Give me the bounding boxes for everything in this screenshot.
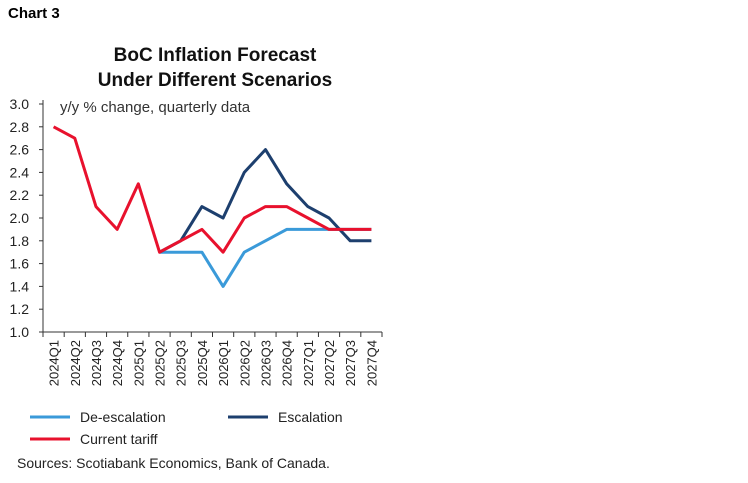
x-tick-label: 2025Q1 xyxy=(131,340,146,386)
y-tick-label: 1.0 xyxy=(10,324,30,340)
y-tick-label: 1.2 xyxy=(10,301,30,317)
y-tick-label: 1.8 xyxy=(10,233,30,249)
chart-title-line: BoC Inflation Forecast xyxy=(113,45,317,66)
x-tick-label: 2024Q2 xyxy=(68,340,83,386)
y-tick-label: 2.2 xyxy=(10,187,30,203)
y-tick-label: 1.6 xyxy=(10,256,30,272)
x-tick-label: 2027Q2 xyxy=(322,340,337,386)
chart-number-label: Chart 3 xyxy=(8,5,60,22)
series-line-escalation xyxy=(158,148,372,254)
sources-note: Sources: Scotiabank Economics, Bank of C… xyxy=(17,455,330,471)
y-tick-label: 2.4 xyxy=(10,164,30,180)
y-tick-label: 2.0 xyxy=(10,210,30,226)
x-tick-label: 2027Q1 xyxy=(301,340,316,386)
x-tick-label: 2025Q3 xyxy=(174,340,189,386)
x-tick-label: 2027Q4 xyxy=(364,340,379,386)
chart-title: BoC Inflation Forecast Under Different S… xyxy=(60,43,370,93)
legend-label: Escalation xyxy=(278,409,343,425)
y-tick-label: 2.8 xyxy=(10,119,30,135)
x-tick-label: 2025Q4 xyxy=(195,340,210,386)
x-tick-label: 2024Q3 xyxy=(89,340,104,386)
axis-annotation: y/y % change, quarterly data xyxy=(60,99,251,116)
x-tick-label: 2024Q1 xyxy=(47,340,62,386)
series-line-de-escalation xyxy=(159,227,372,288)
legend-label: De-escalation xyxy=(80,409,166,425)
x-tick-label: 2026Q4 xyxy=(280,340,295,386)
x-tick-label: 2026Q3 xyxy=(258,340,273,386)
x-tick-label: 2027Q3 xyxy=(343,340,358,386)
y-tick-label: 3.0 xyxy=(10,96,30,112)
series-line-current-tariff xyxy=(52,125,372,254)
y-tick-label: 2.6 xyxy=(10,142,30,158)
chart-title-line: Under Different Scenarios xyxy=(97,70,333,91)
x-tick-label: 2026Q2 xyxy=(237,340,252,386)
x-tick-label: 2024Q4 xyxy=(110,340,125,386)
x-tick-label: 2026Q1 xyxy=(216,340,231,386)
x-tick-label: 2025Q2 xyxy=(153,340,168,386)
y-tick-label: 1.4 xyxy=(10,278,30,294)
legend-label: Current tariff xyxy=(80,431,158,447)
